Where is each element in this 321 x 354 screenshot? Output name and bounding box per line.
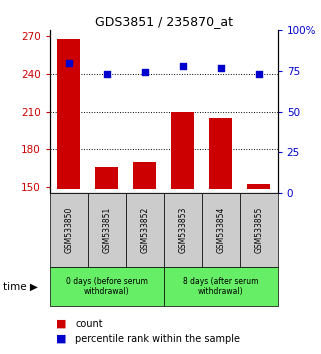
Text: GSM533851: GSM533851 xyxy=(102,207,111,253)
Text: GSM533854: GSM533854 xyxy=(216,207,225,253)
Bar xyxy=(164,267,278,306)
Text: GSM533852: GSM533852 xyxy=(140,207,149,253)
Bar xyxy=(164,193,202,267)
Text: ■: ■ xyxy=(56,334,70,344)
Text: percentile rank within the sample: percentile rank within the sample xyxy=(75,334,240,344)
Point xyxy=(66,60,71,65)
Bar xyxy=(88,193,126,267)
Bar xyxy=(133,162,156,189)
Text: 8 days (after serum
withdrawal): 8 days (after serum withdrawal) xyxy=(183,277,258,296)
Text: GSM533853: GSM533853 xyxy=(178,207,187,253)
Bar xyxy=(95,167,118,189)
Point xyxy=(104,71,109,77)
Text: GSM533850: GSM533850 xyxy=(64,207,73,253)
Bar xyxy=(209,118,232,189)
Bar xyxy=(50,193,88,267)
Point xyxy=(180,63,185,69)
Point xyxy=(142,70,147,75)
Bar xyxy=(126,193,164,267)
Text: GSM533855: GSM533855 xyxy=(254,207,263,253)
Bar xyxy=(50,267,164,306)
Text: count: count xyxy=(75,319,103,329)
Point xyxy=(218,65,223,70)
Bar xyxy=(247,184,270,189)
Title: GDS3851 / 235870_at: GDS3851 / 235870_at xyxy=(95,15,233,28)
Bar xyxy=(57,39,80,189)
Bar xyxy=(202,193,240,267)
Text: ■: ■ xyxy=(56,319,70,329)
Text: 0 days (before serum
withdrawal): 0 days (before serum withdrawal) xyxy=(66,277,148,296)
Bar xyxy=(240,193,278,267)
Bar xyxy=(171,112,194,189)
Point xyxy=(256,71,261,77)
Text: time ▶: time ▶ xyxy=(3,282,38,292)
